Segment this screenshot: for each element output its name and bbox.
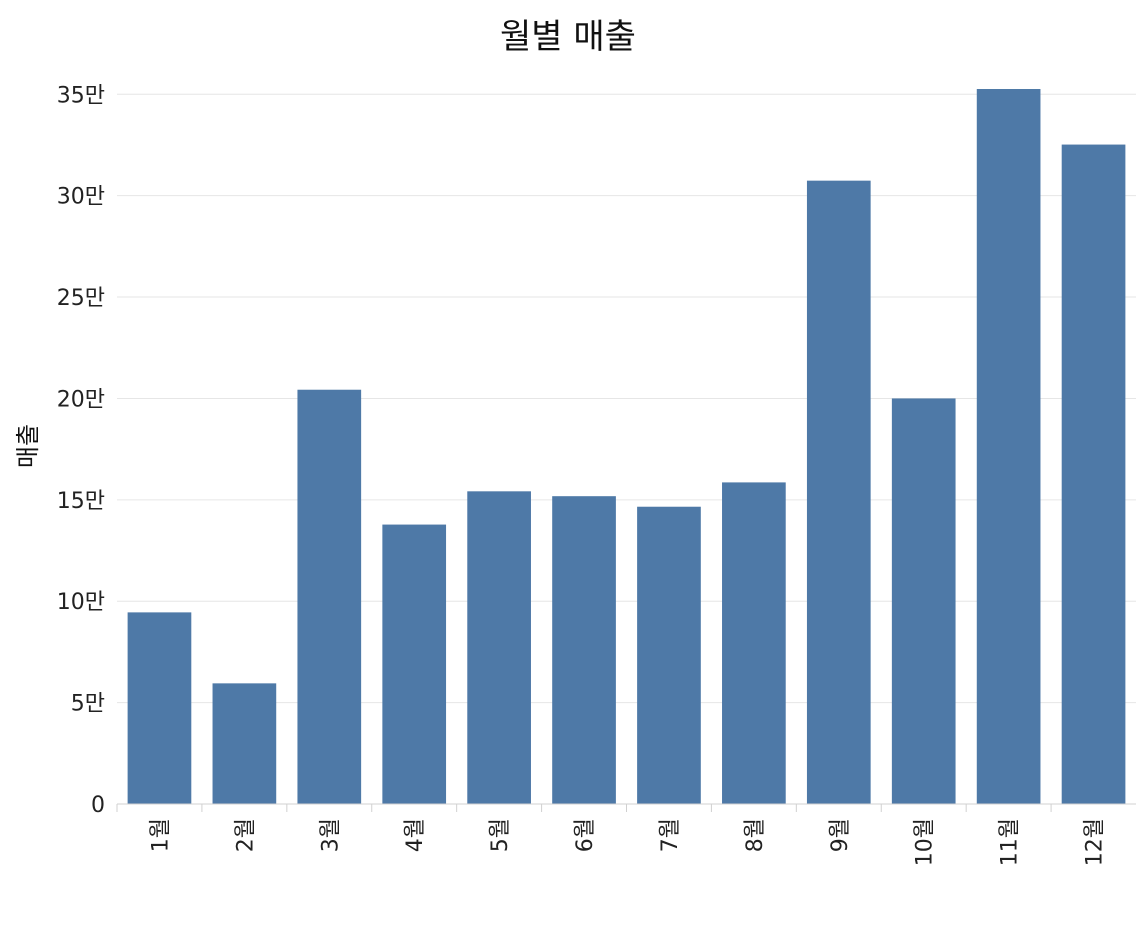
bars-layer [127,89,1126,805]
x-tick-label: 4월 [403,818,428,852]
x-tick-label: 8월 [743,818,768,852]
chart-title: 월별 매출 [500,17,636,57]
y-tick-label: 15만 [57,489,105,514]
y-axis: 0 5만 10만 15만 20만 25만 30만 35만 [57,83,105,818]
bar[interactable] [806,180,871,804]
y-tick-label: 25만 [57,286,105,311]
x-tick-label: 10월 [913,818,938,866]
bar[interactable] [891,398,956,804]
y-tick-label: 5만 [71,692,105,717]
bar[interactable] [127,612,192,804]
x-tick-label: 1월 [148,818,173,852]
x-tick-label: 9월 [828,818,853,852]
bar[interactable] [212,683,277,804]
bar[interactable] [297,389,362,804]
x-tick-label: 5월 [488,818,513,852]
y-tick-label: 0 [91,793,105,818]
y-axis-title: 매출 [14,424,42,468]
x-tick-label: 12월 [1083,818,1108,866]
y-tick-label: 20만 [57,387,105,412]
bar[interactable] [552,496,616,804]
y-tick-label: 30만 [57,185,105,210]
bar[interactable] [1061,144,1126,805]
grid-layer [117,93,1136,805]
bar[interactable] [467,491,531,804]
x-tick-label: 3월 [318,818,343,852]
bar[interactable] [637,506,701,804]
x-tick-label: 6월 [573,818,598,852]
x-axis: 1월 2월 3월 4월 5월 6월 7월 8월 9월 10월 11월 12월 [116,803,1136,866]
bar[interactable] [382,524,447,804]
x-tick-label: 11월 [998,818,1023,866]
y-tick-label: 10만 [57,590,105,615]
bar[interactable] [976,89,1041,804]
x-tick-label: 7월 [658,818,683,852]
bar[interactable] [722,482,786,804]
y-tick-label: 35만 [57,83,105,108]
x-tick-label: 2월 [233,818,258,852]
